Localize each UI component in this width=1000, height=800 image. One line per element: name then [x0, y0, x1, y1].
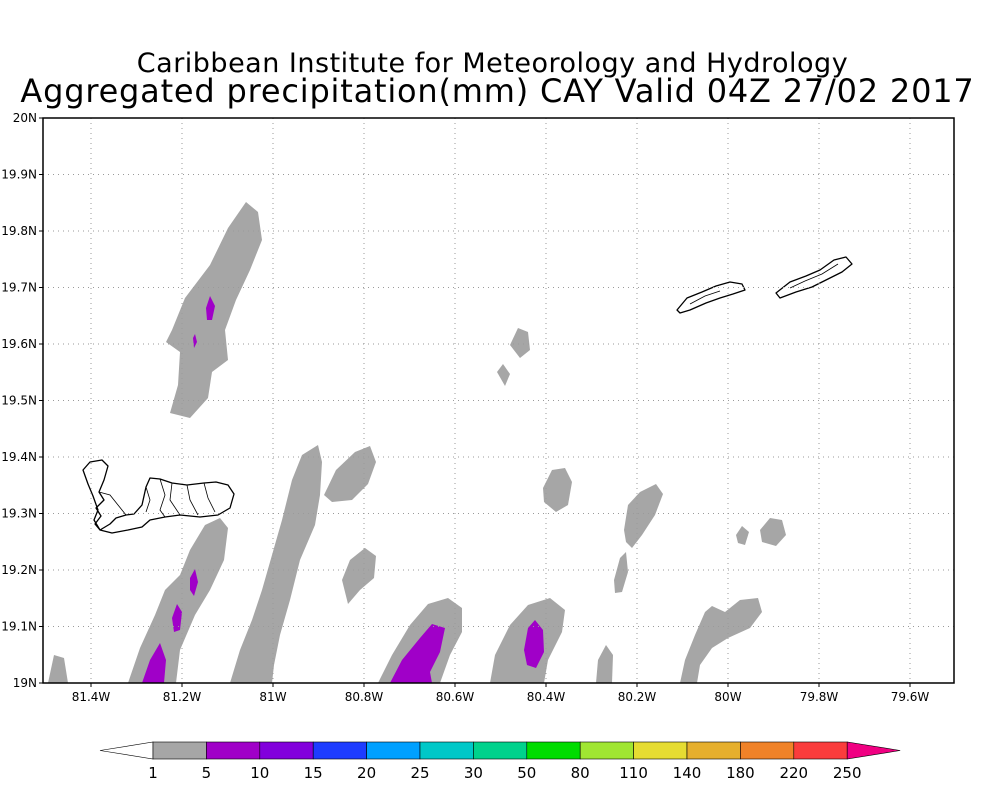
colorbar-segment [579, 741, 634, 760]
precip-area [324, 446, 376, 502]
colorbar-segment [740, 741, 795, 760]
lon-tick-label: 80.6W [436, 690, 475, 704]
precip-purple-areas [142, 296, 544, 683]
colorbar-label: 80 [571, 764, 590, 782]
precip-light-areas [48, 202, 786, 683]
precip-area [390, 624, 445, 683]
colorbar-segment [526, 741, 581, 760]
colorbar-label: 10 [250, 764, 269, 782]
precip-area [128, 518, 228, 683]
lat-tick-label: 19.7N [1, 281, 37, 295]
precip-area [624, 484, 663, 548]
precip-area [48, 655, 68, 683]
map-title: Caribbean Institute for Meteorology and … [136, 48, 849, 79]
precip-area [142, 643, 166, 683]
lat-tick-label: 19.2N [1, 563, 37, 577]
colorbar-label: 30 [464, 764, 483, 782]
lon-tick-label: 80.2W [618, 690, 657, 704]
colorbar-segment [206, 741, 261, 760]
lat-tick-label: 20N [13, 111, 37, 125]
precip-area [680, 598, 762, 683]
lat-tick-label: 19.6N [1, 337, 37, 351]
precip-area [172, 604, 182, 632]
colorbar-segment [473, 741, 528, 760]
colorbar-label: 220 [779, 764, 808, 782]
lat-tick-label: 19.1N [1, 620, 37, 634]
lon-tick-label: 81W [259, 690, 286, 704]
little-cayman-island [676, 281, 746, 314]
graticule [43, 118, 954, 683]
precip-area [524, 620, 544, 668]
colorbar-label: 110 [619, 764, 648, 782]
colorbar-label: 5 [202, 764, 212, 782]
precip-area [614, 552, 628, 593]
colorbar-segment [419, 741, 474, 760]
precip-area [206, 296, 215, 320]
colorbar-label: 20 [357, 764, 376, 782]
colorbar-segment [259, 741, 314, 760]
precip-area [342, 548, 376, 604]
colorbar-under-arrow [99, 741, 154, 760]
colorbar-over-arrow [846, 741, 901, 760]
lon-tick-label: 81.4W [72, 690, 111, 704]
lat-tick-label: 19.5N [1, 394, 37, 408]
map-subtitle: Aggregated precipitation(mm) CAY Valid 0… [20, 72, 975, 110]
colorbar-segment [152, 741, 207, 760]
lon-tick-label: 81.2W [163, 690, 202, 704]
colorbar-segment [312, 741, 367, 760]
colorbar-label: 140 [673, 764, 702, 782]
colorbar-label: 25 [410, 764, 429, 782]
colorbar-label: 15 [304, 764, 323, 782]
colorbar-label: 1 [148, 764, 158, 782]
precip-area [510, 328, 530, 358]
colorbar-label: 250 [833, 764, 862, 782]
precip-area [596, 645, 613, 683]
precip-area [190, 569, 198, 596]
lat-tick-label: 19.3N [1, 507, 37, 521]
lon-tick-label: 80.4W [527, 690, 566, 704]
lon-tick-label: 80W [714, 690, 741, 704]
colorbar-label: 180 [726, 764, 755, 782]
longitude-ticks: 81.4W 81.2W 81W 80.8W 80.6W 80.4W 80.2W 80W 79.8… [72, 683, 930, 704]
lon-tick-label: 79.8W [800, 690, 839, 704]
colorbar-label: 50 [517, 764, 536, 782]
lat-tick-label: 19.8N [1, 224, 37, 238]
lat-tick-label: 19.9N [1, 168, 37, 182]
lon-tick-label: 80.8W [345, 690, 384, 704]
lon-tick-label: 79.6W [891, 690, 930, 704]
colorbar: 1 5 10 15 20 25 30 50 80 110 140 180 220 250 [99, 741, 901, 782]
lat-tick-label: 19.4N [1, 450, 37, 464]
precip-area [543, 468, 572, 512]
grand-cayman-island [82, 459, 235, 534]
precip-area [760, 518, 786, 546]
precip-area [497, 364, 510, 386]
colorbar-segment [686, 741, 741, 760]
lat-tick-label: 19N [13, 676, 37, 690]
precip-area [736, 526, 749, 545]
land-internal-boundaries [98, 263, 839, 518]
colorbar-segment [633, 741, 688, 760]
latitude-ticks: 19N 19.1N 19.2N 19.3N 19.4N 19.5N 19.6N 19.7N 19… [1, 111, 43, 690]
colorbar-segment [366, 741, 421, 760]
precip-area [230, 445, 322, 683]
colorbar-segment [793, 741, 848, 760]
